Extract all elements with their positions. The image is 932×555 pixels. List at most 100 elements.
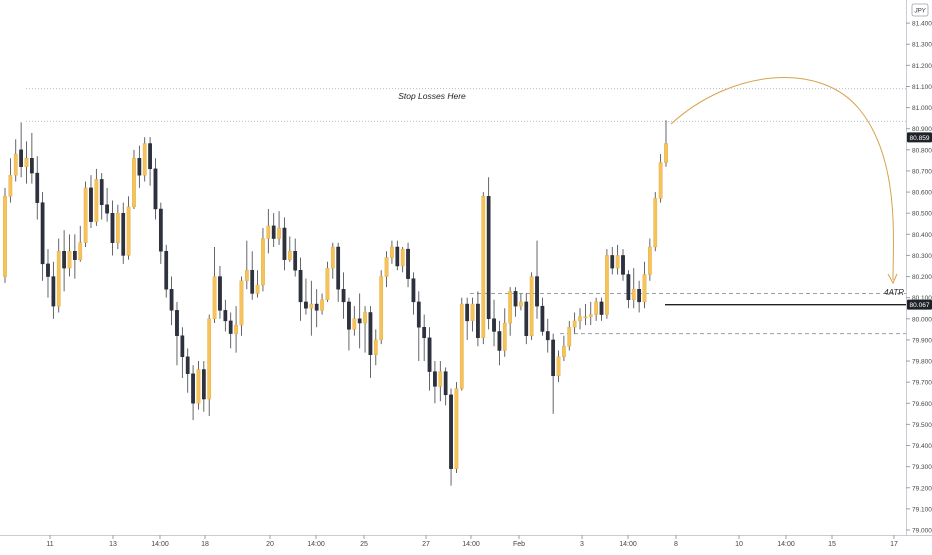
candle[interactable] [373, 329, 378, 366]
candle[interactable] [357, 293, 362, 349]
symbol-badge[interactable] [911, 3, 929, 17]
candle[interactable] [78, 225, 83, 262]
candle[interactable] [196, 361, 201, 410]
candle[interactable] [454, 382, 459, 473]
candle[interactable] [67, 234, 72, 277]
candle[interactable] [384, 251, 389, 288]
candle[interactable] [309, 280, 314, 336]
candle[interactable] [287, 236, 292, 262]
candle[interactable] [293, 238, 298, 277]
candle[interactable] [325, 261, 330, 302]
candle[interactable] [51, 261, 56, 319]
candle[interactable] [207, 314, 212, 416]
candle[interactable] [35, 156, 40, 220]
candle[interactable] [239, 276, 244, 336]
candle[interactable] [535, 240, 539, 319]
candle[interactable] [298, 257, 303, 321]
candle[interactable] [562, 335, 566, 362]
candle[interactable] [508, 287, 513, 336]
candle[interactable] [443, 367, 448, 406]
candle[interactable] [212, 246, 217, 324]
candle[interactable] [132, 149, 136, 209]
candle[interactable] [89, 175, 93, 228]
candle[interactable] [567, 320, 572, 351]
candle[interactable] [164, 244, 169, 298]
candle[interactable] [411, 272, 416, 315]
candle[interactable] [105, 187, 109, 222]
candle[interactable] [481, 192, 486, 345]
candle[interactable] [121, 202, 126, 264]
candle[interactable] [341, 272, 346, 319]
candle[interactable] [610, 246, 615, 275]
candle[interactable] [56, 238, 61, 313]
candle[interactable] [46, 249, 50, 298]
candle[interactable] [266, 208, 271, 254]
candle[interactable] [94, 168, 99, 226]
candle[interactable] [363, 306, 367, 353]
candle[interactable] [282, 217, 287, 271]
candle[interactable] [110, 200, 115, 256]
candle[interactable] [153, 158, 158, 220]
candle[interactable] [250, 251, 255, 300]
candle[interactable] [551, 333, 556, 414]
candle[interactable] [433, 361, 437, 404]
candle[interactable] [621, 249, 625, 281]
candle[interactable] [115, 204, 120, 250]
candle[interactable] [395, 240, 400, 271]
candle[interactable] [244, 240, 249, 290]
candle[interactable] [486, 177, 491, 330]
candle[interactable] [352, 306, 357, 336]
candle[interactable] [605, 249, 609, 319]
candle[interactable] [314, 289, 319, 328]
candle[interactable] [271, 213, 276, 247]
candle[interactable] [62, 230, 66, 292]
candle[interactable] [142, 137, 147, 182]
candle[interactable] [545, 318, 550, 353]
candle[interactable] [228, 312, 233, 349]
candle[interactable] [556, 350, 561, 383]
candle[interactable] [588, 301, 593, 326]
candle[interactable] [390, 240, 394, 264]
candle[interactable] [330, 242, 335, 279]
candle[interactable] [158, 202, 163, 264]
candle[interactable] [3, 187, 7, 283]
candle[interactable] [476, 291, 480, 347]
candle[interactable] [664, 120, 668, 167]
candle[interactable] [502, 308, 507, 357]
candle[interactable] [30, 132, 34, 184]
candle[interactable] [368, 306, 373, 378]
candle[interactable] [99, 173, 104, 220]
candle[interactable] [347, 297, 351, 351]
candle[interactable] [8, 158, 13, 203]
candle[interactable] [653, 192, 658, 252]
candle[interactable] [422, 314, 427, 362]
candle[interactable] [513, 287, 518, 317]
candle[interactable] [185, 348, 190, 393]
candle[interactable] [191, 365, 195, 421]
projection-arc[interactable] [670, 76, 894, 281]
candle[interactable] [201, 361, 206, 412]
candle[interactable] [578, 308, 582, 330]
candle[interactable] [320, 293, 324, 315]
candle[interactable] [137, 145, 142, 188]
candle[interactable] [492, 299, 496, 347]
candle[interactable] [40, 192, 45, 281]
candle[interactable] [336, 242, 341, 302]
candle[interactable] [626, 270, 631, 309]
candle[interactable] [438, 361, 443, 402]
candle[interactable] [470, 297, 475, 332]
candle[interactable] [126, 196, 131, 260]
candle[interactable] [261, 227, 265, 292]
candle[interactable] [277, 211, 281, 245]
candle[interactable] [637, 280, 641, 313]
candle[interactable] [406, 242, 410, 288]
candle[interactable] [599, 297, 604, 321]
candle[interactable] [83, 181, 88, 247]
candle[interactable] [218, 266, 222, 319]
candle[interactable] [529, 272, 534, 340]
candle[interactable] [175, 301, 179, 366]
candle[interactable] [583, 304, 588, 326]
candle[interactable] [449, 388, 453, 486]
